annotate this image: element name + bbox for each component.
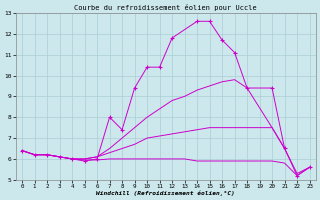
X-axis label: Windchill (Refroidissement éolien,°C): Windchill (Refroidissement éolien,°C) [96, 190, 235, 196]
Title: Courbe du refroidissement éolien pour Uccle: Courbe du refroidissement éolien pour Uc… [75, 4, 257, 11]
